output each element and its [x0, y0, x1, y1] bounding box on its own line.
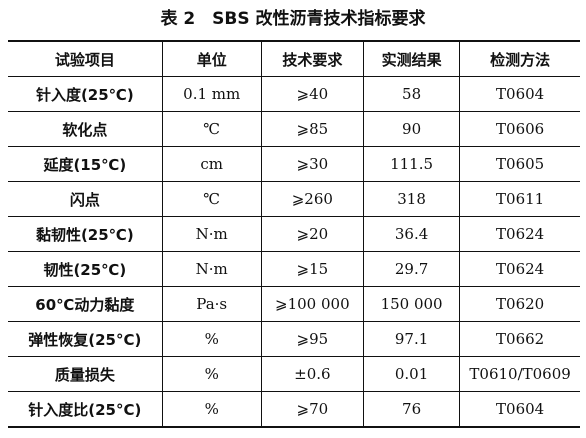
table-row: 延度(15℃) cm ⩾30 111.5 T0605 [8, 146, 580, 182]
table-cell: T0606 [459, 111, 580, 147]
table-cell: ⩾30 [260, 146, 364, 182]
table-cell: T0605 [459, 146, 580, 182]
table-row: 60℃动力黏度 Pa·s ⩾100 000 150 000 T0620 [8, 286, 580, 322]
table-cell: 延度(15℃) [8, 146, 163, 182]
table-cell: 针入度比(25°C) [8, 391, 163, 428]
table-cell: 0.1 mm [161, 76, 262, 112]
table-cell: ⩾95 [260, 321, 364, 357]
table-cell: 质量损失 [8, 356, 163, 392]
table-cell: % [161, 321, 262, 357]
header-row: 试验项目 单位 技术要求 实测结果 检测方法 [8, 40, 580, 77]
table-cell: ⩾85 [260, 111, 364, 147]
spec-table: 试验项目 单位 技术要求 实测结果 检测方法 针入度(25℃) 0.1 mm ⩾40 58 T0… [8, 40, 580, 428]
header-cell: 试验项目 [8, 40, 163, 77]
table-cell: cm [161, 146, 262, 182]
table-row: 韧性(25℃) N·m ⩾15 29.7 T0624 [8, 251, 580, 287]
table-cell: N·m [161, 216, 262, 252]
table-row: 质量损失% ±0.6 0.01 T0610/T0609 [8, 356, 580, 392]
table-cell: 黏韧性(25℃) [8, 216, 163, 252]
table-cell: ⩾260 [260, 181, 364, 217]
table-cell: ℃ [161, 111, 262, 147]
table-cell: ⩾40 [260, 76, 364, 112]
table-cell: 76 [362, 391, 461, 428]
table-cell: T0662 [459, 321, 580, 357]
table-cell: T0624 [459, 251, 580, 287]
table-cell: 0.01 [362, 356, 461, 392]
table-head: 试验项目 单位 技术要求 实测结果 检测方法 [8, 40, 580, 77]
table-cell: ⩾100 000 [260, 286, 364, 322]
header-cell: 实测结果 [362, 40, 461, 77]
table-cell: 针入度(25℃) [8, 76, 163, 112]
table-cell: 60℃动力黏度 [8, 286, 163, 322]
table-row: 弹性恢复(25°C)% ⩾95 97.1 T0662 [8, 321, 580, 357]
table-cell: Pa·s [161, 286, 262, 322]
table-row: 软化点 ℃ ⩾85 90 T0606 [8, 111, 580, 147]
table-cell: 150 000 [362, 286, 461, 322]
header-cell: 检测方法 [459, 40, 580, 77]
table-title: 表 2 SBS 改性沥青技术指标要求 [160, 9, 426, 29]
table-cell: T0620 [459, 286, 580, 322]
table-body: 针入度(25℃) 0.1 mm ⩾40 58 T0604 软化点 ℃ ⩾85 90 T0606 延度… [8, 76, 580, 428]
table-row: 针入度(25℃) 0.1 mm ⩾40 58 T0604 [8, 76, 580, 112]
table-cell: % [161, 391, 262, 428]
table-cell: 97.1 [362, 321, 461, 357]
table-cell: ⩾20 [260, 216, 364, 252]
table-cell: 36.4 [362, 216, 461, 252]
table-cell: T0604 [459, 76, 580, 112]
table-cell: T0610/T0609 [459, 356, 580, 392]
table-cell: 29.7 [362, 251, 461, 287]
table-cell: ⩾15 [260, 251, 364, 287]
table-row: 针入度比(25°C)% ⩾70 76 T0604 [8, 391, 580, 428]
table-cell: T0624 [459, 216, 580, 252]
table-cell: 闪点 [8, 181, 163, 217]
table-cell: T0604 [459, 391, 580, 428]
table-cell: % [161, 356, 262, 392]
table-cell: 90 [362, 111, 461, 147]
table-cell: 58 [362, 76, 461, 112]
table-cell: ±0.6 [260, 356, 364, 392]
table-cell: 韧性(25℃) [8, 251, 163, 287]
header-cell: 单位 [161, 40, 262, 77]
table-cell: ℃ [161, 181, 262, 217]
table-cell: 318 [362, 181, 461, 217]
table-cell: 软化点 [8, 111, 163, 147]
header-cell: 技术要求 [260, 40, 364, 77]
table-cell: 弹性恢复(25°C) [8, 321, 163, 357]
table-cell: N·m [161, 251, 262, 287]
table-row: 闪点 ℃ ⩾260 318 T0611 [8, 181, 580, 217]
table-row: 黏韧性(25℃) N·m ⩾20 36.4 T0624 [8, 216, 580, 252]
table-cell: T0611 [459, 181, 580, 217]
table-cell: ⩾70 [260, 391, 364, 428]
table-cell: 111.5 [362, 146, 461, 182]
